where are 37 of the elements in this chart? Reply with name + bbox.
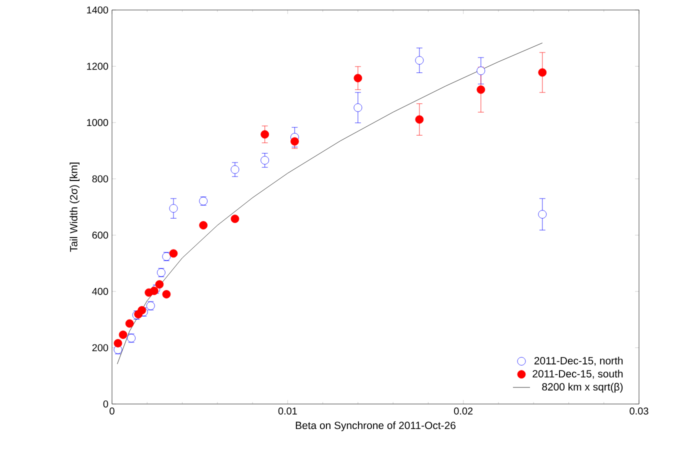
y-tick-label: 1400 [87,6,108,14]
point [169,249,178,258]
y-tick-label: 1200 [87,62,108,70]
point [538,210,547,218]
point [230,214,240,224]
point [118,330,128,339]
x-tick-label: 0 [110,408,114,415]
point [125,319,134,328]
point [354,74,362,82]
point [230,165,240,174]
point [260,130,270,139]
y-tick-label: 1000 [87,119,108,126]
y-tick-label: 200 [92,344,108,352]
point [169,204,178,213]
point [476,66,486,75]
point [538,68,547,77]
point [155,280,164,289]
x-axis-title: Beta on Synchrone of 2011-Oct-26 [296,421,456,432]
y-tick-label: 0 [103,400,108,408]
point [415,115,424,124]
legend-label: 2011-Dec-15, south [532,370,623,379]
point [162,290,171,298]
legend-label: 8200 km x sqrt(β) [542,382,623,393]
y-axis-title: Tail Width (2σ) [km] [70,162,80,252]
legend-label: 2011-Dec-15, north [534,356,623,366]
point [199,221,208,230]
x-tick-label: 0.02 [454,408,473,415]
point [354,103,362,112]
x-tick-label: 0.01 [278,408,297,415]
point [260,156,270,164]
point [415,56,424,65]
y-tick-label: 600 [92,232,108,239]
x-tick-label: 0.03 [630,408,648,415]
y-tick-label: 400 [92,288,108,295]
y-tick-label: 800 [92,175,108,182]
point [114,339,122,348]
point [476,85,486,94]
